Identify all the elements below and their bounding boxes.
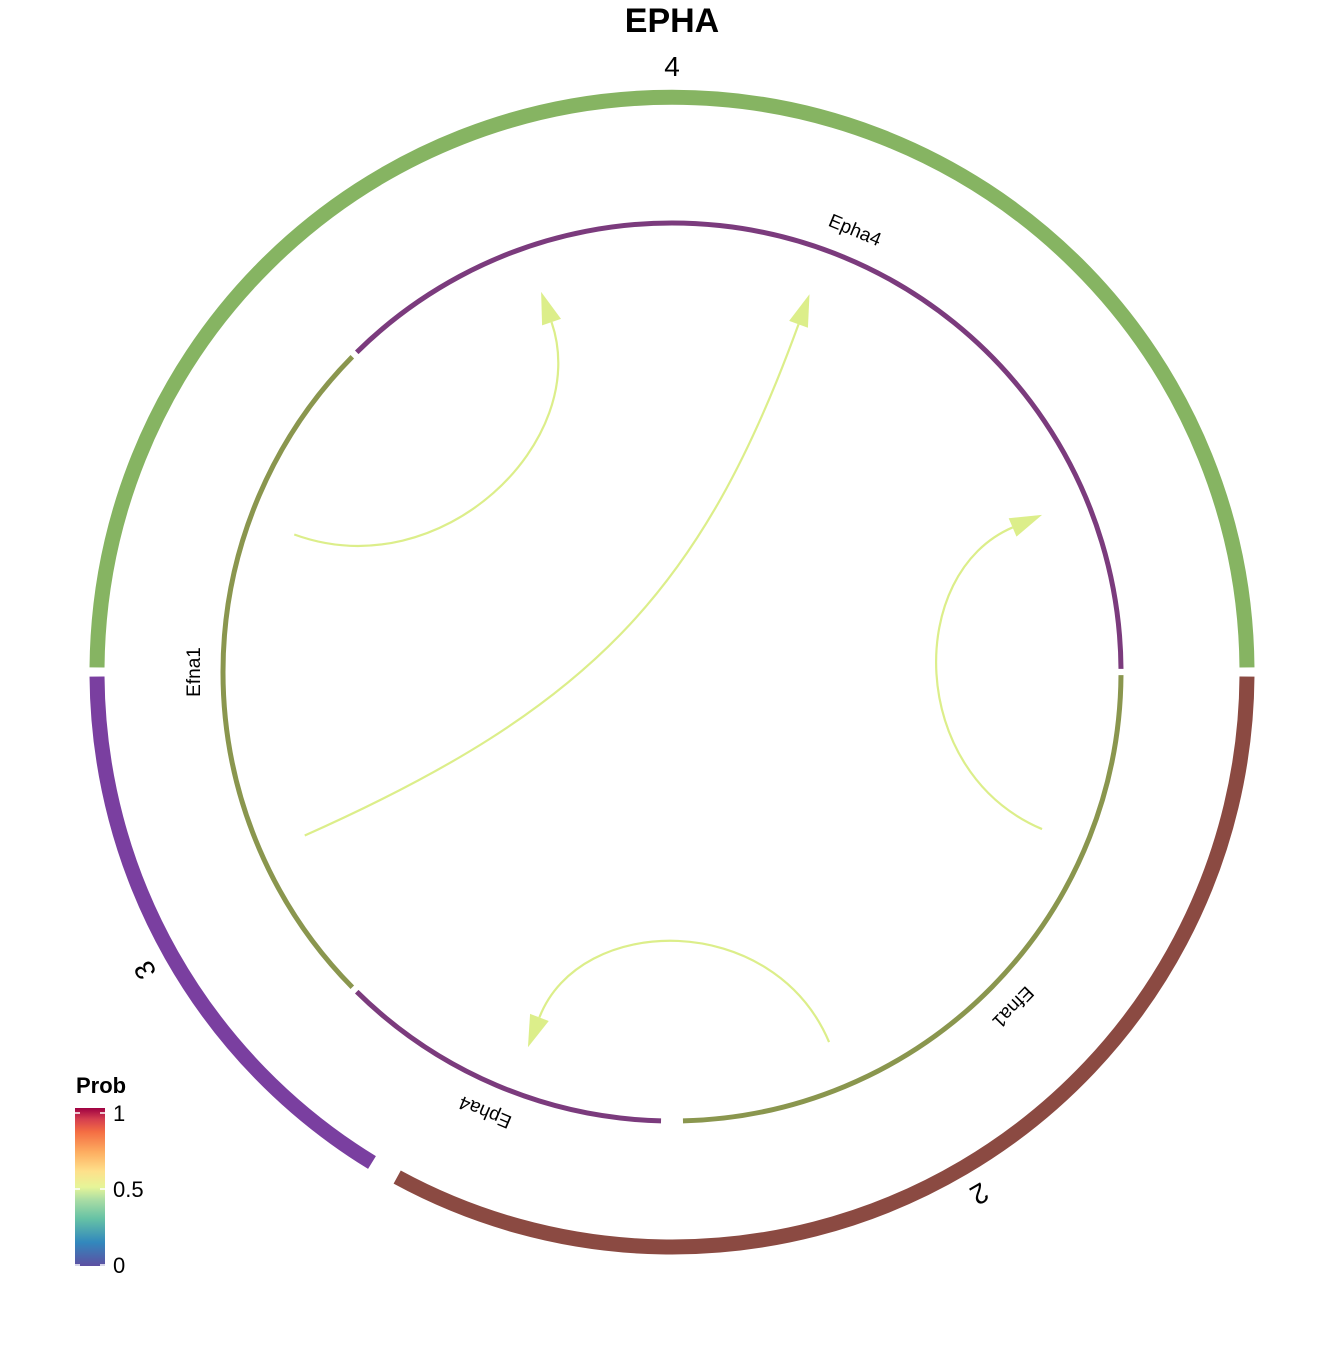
gene-label-efna1-3: Efna1 [184, 647, 205, 697]
sector-arc-epha4-2 [354, 989, 662, 1124]
link-2 [935, 526, 1043, 831]
gene-label-epha4-2: Epha4 [456, 1091, 515, 1132]
link-1 [304, 323, 800, 837]
group-label-4: 4 [664, 51, 680, 82]
legend-tick-label: 1 [113, 1101, 125, 1126]
gene-track [220, 220, 1124, 1124]
group-arc-3 [89, 676, 376, 1169]
legend-title: Prob [76, 1073, 126, 1098]
link-arrowhead-2 [1008, 514, 1043, 537]
group-track [89, 89, 1255, 1255]
chart-title: EPHA [625, 2, 719, 40]
sector-arc-efna1-2 [682, 675, 1124, 1124]
link-3 [538, 939, 831, 1043]
sector-arc-efna1-3 [220, 354, 355, 990]
group-label-3: 3 [128, 956, 163, 985]
group-label-2: 2 [965, 1176, 994, 1211]
legend-tick-marks [75, 1112, 105, 1266]
legend-tick-label: 0.5 [113, 1177, 144, 1202]
link-0 [293, 321, 560, 547]
link-arrowhead-3 [527, 1013, 549, 1048]
sector-arc-epha4-4 [354, 220, 1124, 669]
gene-label-epha4-4: Epha4 [825, 211, 884, 252]
link-layer [293, 291, 1043, 1048]
group-arc-2 [393, 676, 1255, 1255]
gene-label-efna1-2: Efna1 [988, 982, 1038, 1032]
link-arrowhead-0 [541, 291, 561, 326]
link-arrowhead-1 [789, 294, 810, 328]
group-arc-4 [89, 89, 1255, 668]
legend: Prob 1 0.5 0 [75, 1073, 144, 1278]
legend-tick-label: 0 [113, 1253, 125, 1278]
gene-label-layer: Efna1 Epha4 Efna1 Epha4 [184, 211, 1037, 1132]
legend-colorbar [75, 1108, 105, 1266]
